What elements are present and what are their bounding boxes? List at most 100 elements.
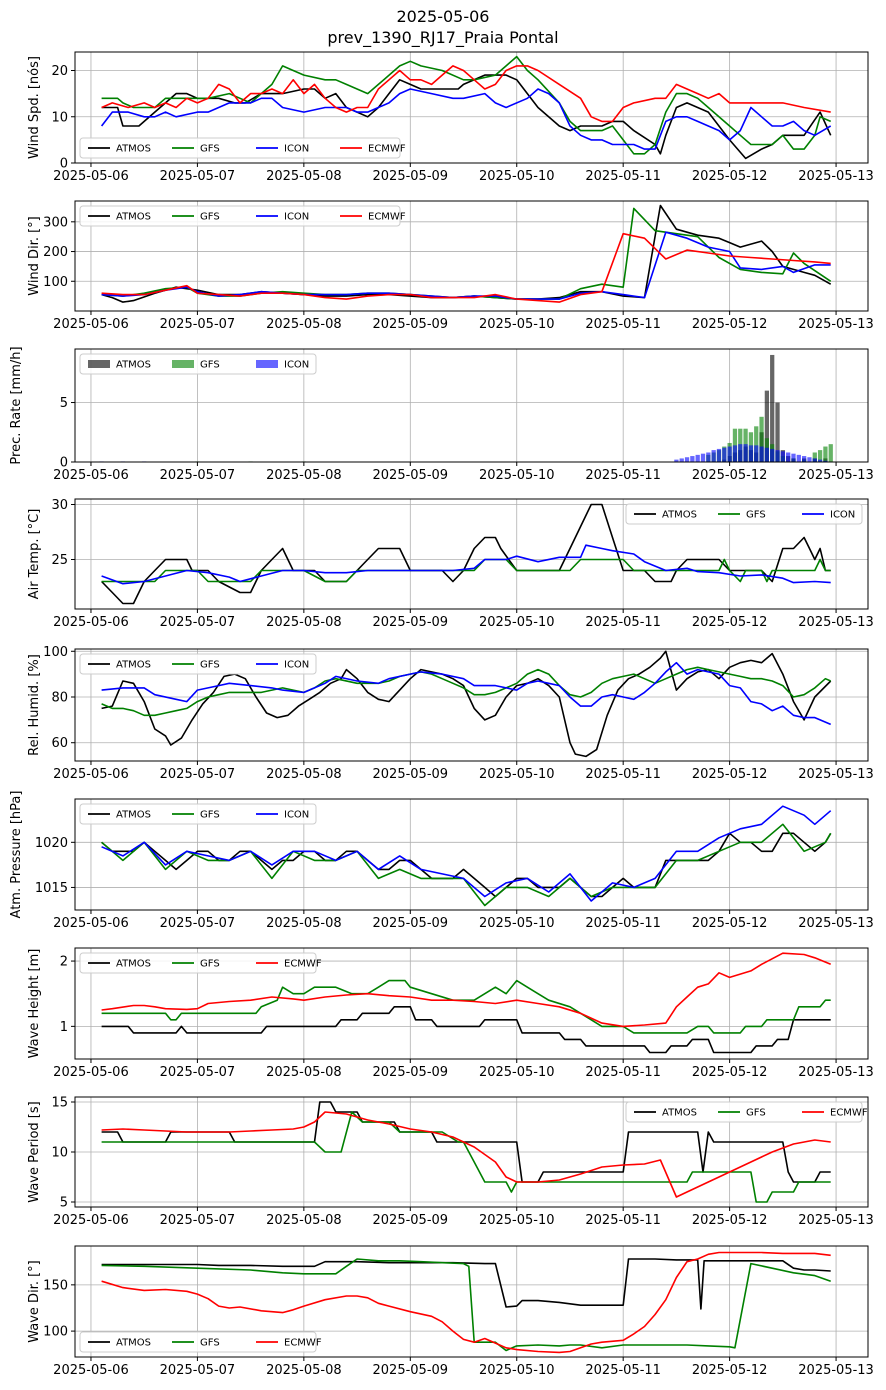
bar-icon bbox=[817, 459, 823, 462]
axes-frame bbox=[74, 51, 869, 164]
series-line-gfs bbox=[101, 558, 831, 583]
legend-box bbox=[79, 1331, 317, 1353]
x-tick-label: 2025-05-06 bbox=[53, 317, 129, 332]
x-tick-label: 2025-05-10 bbox=[479, 1065, 555, 1080]
bar-icon bbox=[764, 447, 770, 462]
legend-box bbox=[79, 205, 401, 227]
bar-icon bbox=[791, 453, 796, 462]
figure-title: 2025-05-06 prev_1390_RJ17_Praia Pontal bbox=[0, 6, 886, 48]
legend-box bbox=[79, 803, 317, 825]
x-tick-label: 2025-05-08 bbox=[266, 615, 342, 630]
chart-relative-humidity: 2025-05-06 2025-05-07 2025-05-08 2025-05-09… bbox=[27, 645, 874, 782]
x-tick-label: 2025-05-13 bbox=[798, 317, 874, 332]
y-tick-label: 10 bbox=[51, 1146, 68, 1161]
bar-atmos bbox=[775, 402, 780, 462]
x-tick-label: 2025-05-09 bbox=[373, 468, 449, 483]
chart-atmospheric-pressure: 2025-05-06 2025-05-07 2025-05-08 2025-05-09… bbox=[9, 791, 874, 931]
y-axis-label: Wave Period [s] bbox=[27, 1101, 42, 1202]
legend-label-icon: ICON bbox=[284, 144, 309, 155]
x-tick-label: 2025-05-11 bbox=[585, 468, 661, 483]
axes-frame bbox=[74, 648, 869, 762]
plot-area bbox=[100, 55, 832, 160]
y-axis-label: Air Temp. [°C] bbox=[27, 509, 42, 600]
legend-label-icon: ICON bbox=[830, 510, 855, 521]
x-tick-label: 2025-05-11 bbox=[585, 767, 661, 782]
bar-icon bbox=[695, 454, 700, 462]
x-tick-label: 2025-05-07 bbox=[160, 767, 236, 782]
legend-label-icon: ICON bbox=[284, 212, 309, 223]
x-tick-label: 2025-05-13 bbox=[798, 169, 874, 184]
legend-label-ecmwf: ECMWF bbox=[368, 212, 406, 223]
y-tick-label: 60 bbox=[51, 736, 68, 751]
plot-area bbox=[101, 805, 832, 907]
bar-icon bbox=[812, 458, 817, 462]
legend: ATMOS GFS ECMWF bbox=[625, 1101, 868, 1123]
bar-icon bbox=[727, 446, 732, 462]
legend: ATMOS GFS ECMWF bbox=[79, 952, 322, 974]
y-tick-label: 100 bbox=[43, 645, 68, 660]
x-tick-label: 2025-05-12 bbox=[692, 1065, 768, 1080]
series-line-gfs bbox=[101, 666, 832, 717]
legend-label-atmos: ATMOS bbox=[116, 1338, 151, 1349]
bar-icon bbox=[690, 456, 695, 462]
bar-icon bbox=[775, 450, 780, 462]
legend-label-gfs: GFS bbox=[200, 144, 220, 155]
x-tick-label: 2025-05-06 bbox=[53, 1363, 129, 1378]
x-tick-label: 2025-05-09 bbox=[373, 1065, 449, 1080]
x-tick-label: 2025-05-13 bbox=[798, 1065, 874, 1080]
x-tick-label: 2025-05-11 bbox=[585, 1363, 661, 1378]
x-tick-label: 2025-05-12 bbox=[692, 1363, 768, 1378]
y-axis-label: Wave Dir. [°] bbox=[27, 1260, 42, 1343]
bar-icon bbox=[674, 459, 679, 462]
legend: ATMOS GFS ICON bbox=[79, 353, 317, 375]
bar-icon bbox=[780, 451, 785, 462]
series-line-atmos bbox=[101, 1006, 831, 1054]
plot-area bbox=[101, 1251, 831, 1354]
x-tick-label: 2025-05-07 bbox=[160, 1363, 236, 1378]
bar-gfs bbox=[817, 450, 823, 462]
x-tick-label: 2025-05-13 bbox=[798, 615, 874, 630]
x-tick-label: 2025-05-11 bbox=[585, 1213, 661, 1228]
legend-label-gfs: GFS bbox=[200, 360, 220, 371]
plot-area bbox=[101, 1101, 831, 1203]
x-tick-label: 2025-05-08 bbox=[266, 1213, 342, 1228]
x-tick-label: 2025-05-06 bbox=[53, 169, 129, 184]
x-tick-label: 2025-05-09 bbox=[373, 1213, 449, 1228]
bar-icon bbox=[748, 445, 754, 462]
series-line-icon bbox=[101, 805, 832, 902]
y-tick-label: 0 bbox=[60, 157, 68, 172]
axes-frame bbox=[74, 1245, 869, 1358]
axes-frame bbox=[74, 798, 869, 911]
chart-precipitation-rate: 2025-05-06 2025-05-07 2025-05-08 2025-05-09… bbox=[9, 346, 874, 483]
bar-atmos bbox=[770, 354, 775, 462]
x-tick-label: 2025-05-10 bbox=[479, 767, 555, 782]
legend-box bbox=[79, 137, 401, 159]
x-tick-label: 2025-05-08 bbox=[266, 1363, 342, 1378]
y-tick-label: 15 bbox=[51, 1096, 68, 1111]
bar-icon bbox=[732, 445, 738, 462]
plot-area bbox=[101, 204, 832, 303]
legend-swatch-gfs bbox=[172, 360, 194, 368]
y-axis-label: Wind Dir. [°] bbox=[27, 216, 42, 296]
x-tick-label: 2025-05-07 bbox=[160, 468, 236, 483]
x-tick-label: 2025-05-07 bbox=[160, 317, 236, 332]
x-tick-label: 2025-05-11 bbox=[585, 615, 661, 630]
legend-label-atmos: ATMOS bbox=[116, 144, 151, 155]
bar-icon bbox=[786, 452, 791, 462]
legend: ATMOS GFS ICON bbox=[79, 653, 317, 675]
series-line-atmos bbox=[101, 503, 831, 605]
legend-label-atmos: ATMOS bbox=[116, 212, 151, 223]
series-line-atmos bbox=[101, 832, 832, 898]
bar-gfs bbox=[812, 452, 817, 462]
legend-label-ecmwf: ECMWF bbox=[368, 144, 406, 155]
x-tick-label: 2025-05-11 bbox=[585, 1065, 661, 1080]
series-line-icon bbox=[101, 544, 831, 585]
chart-wave-direction: 2025-05-06 2025-05-07 2025-05-08 2025-05-09… bbox=[27, 1245, 874, 1378]
legend-swatch-atmos bbox=[88, 360, 110, 368]
legend: ATMOS GFS ECMWF bbox=[79, 1331, 322, 1353]
x-tick-label: 2025-05-06 bbox=[53, 767, 129, 782]
bar-atmos bbox=[764, 390, 770, 462]
x-tick-label: 2025-05-07 bbox=[160, 1213, 236, 1228]
y-tick-label: 5 bbox=[60, 396, 68, 411]
